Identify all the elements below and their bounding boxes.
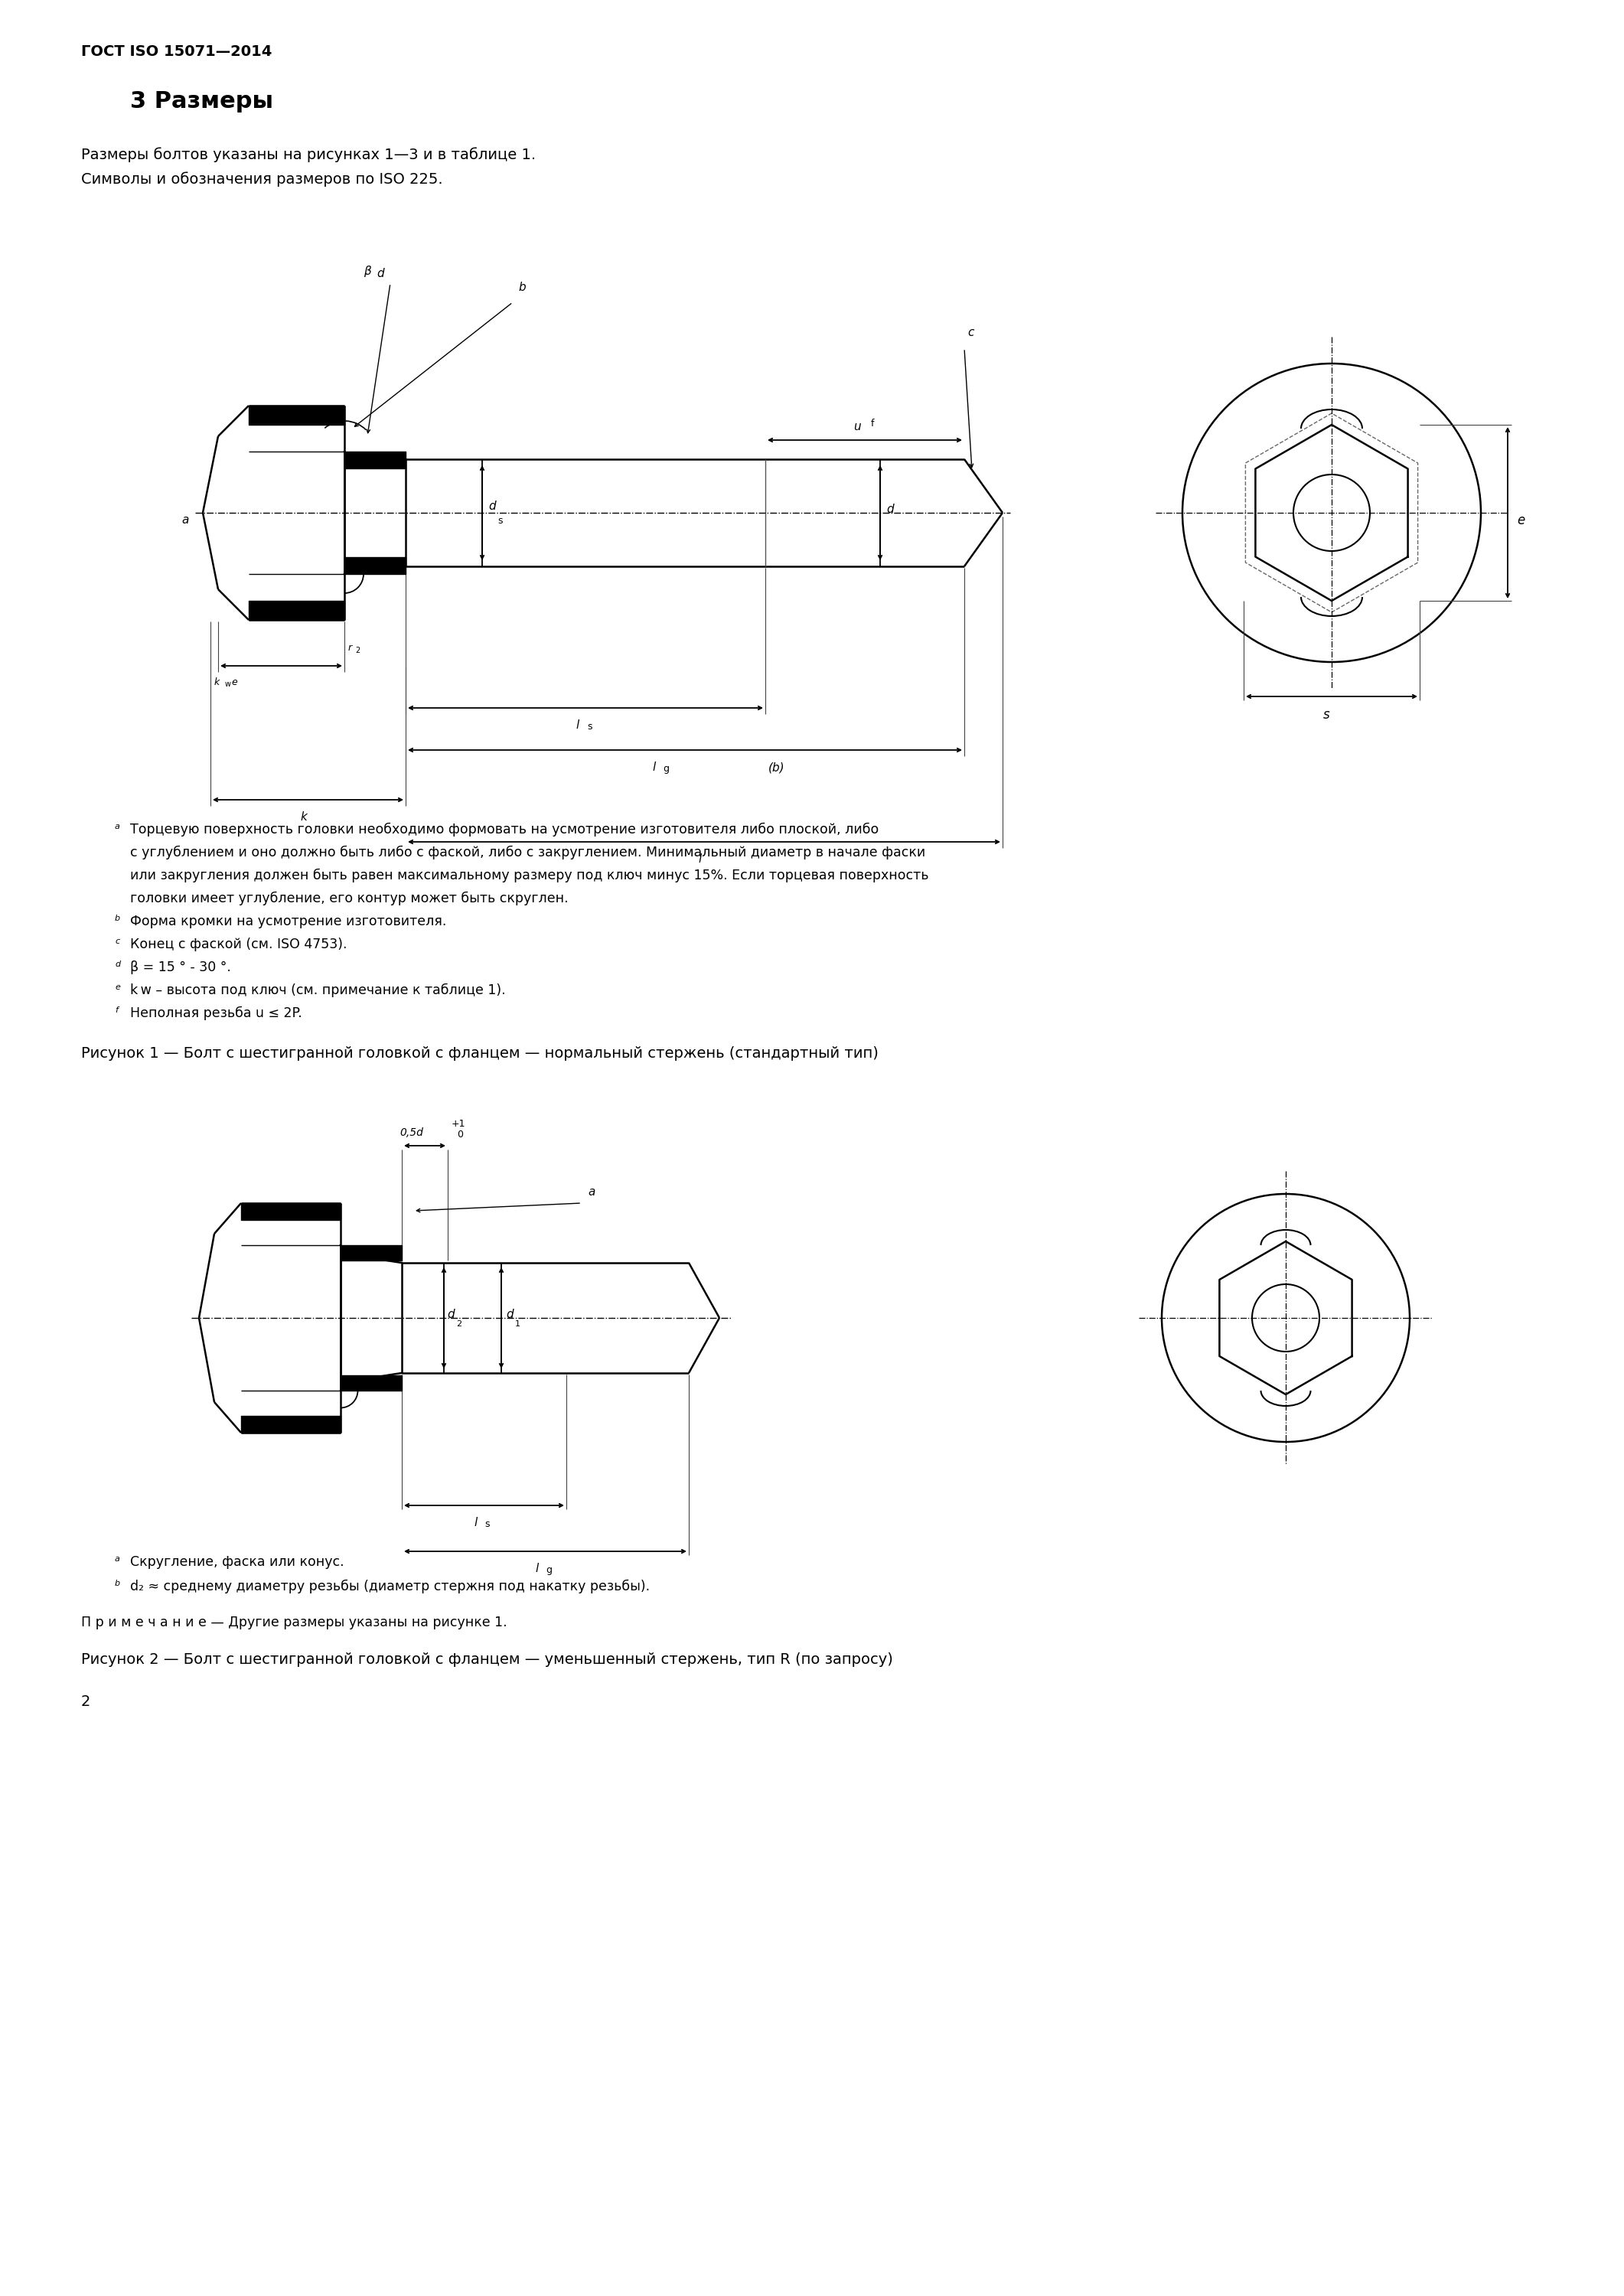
Text: ГОСТ ISO 15071—2014: ГОСТ ISO 15071—2014 bbox=[81, 44, 271, 60]
Text: s: s bbox=[497, 517, 502, 526]
Text: 0,5d: 0,5d bbox=[400, 1127, 424, 1139]
Text: Рисунок 2 — Болт с шестигранной головкой с фланцем — уменьшенный стержень, тип R: Рисунок 2 — Болт с шестигранной головкой… bbox=[81, 1653, 893, 1667]
Text: a: a bbox=[182, 514, 188, 526]
Text: f: f bbox=[870, 418, 874, 429]
Text: u: u bbox=[854, 420, 861, 432]
Text: f: f bbox=[115, 1006, 119, 1015]
Text: Размеры болтов указаны на рисунках 1—3 и в таблице 1.: Размеры болтов указаны на рисунках 1—3 и… bbox=[81, 147, 536, 163]
Text: 1: 1 bbox=[515, 1320, 520, 1327]
Text: П р и м е ч а н и е — Другие размеры указаны на рисунке 1.: П р и м е ч а н и е — Другие размеры ука… bbox=[81, 1616, 507, 1630]
Text: e: e bbox=[231, 677, 237, 687]
Text: d₂ ≈ среднему диаметру резьбы (диаметр стержня под накатку резьбы).: d₂ ≈ среднему диаметру резьбы (диаметр с… bbox=[130, 1580, 650, 1593]
Text: k: k bbox=[214, 677, 219, 687]
Text: s: s bbox=[486, 1520, 490, 1529]
Text: l: l bbox=[474, 1518, 477, 1529]
Text: d: d bbox=[115, 960, 120, 969]
Text: 2: 2 bbox=[356, 647, 361, 654]
Text: β: β bbox=[364, 266, 370, 278]
Text: 0: 0 bbox=[451, 1130, 464, 1139]
Text: s: s bbox=[588, 721, 593, 732]
Text: l: l bbox=[653, 762, 656, 774]
Text: b: b bbox=[115, 914, 120, 923]
Text: 3 Размеры: 3 Размеры bbox=[130, 90, 273, 113]
Text: Форма кромки на усмотрение изготовителя.: Форма кромки на усмотрение изготовителя. bbox=[130, 914, 447, 928]
Text: g: g bbox=[546, 1566, 552, 1575]
Text: s: s bbox=[1324, 707, 1330, 721]
Text: a: a bbox=[115, 822, 120, 831]
Text: β = 15 ° - 30 °.: β = 15 ° - 30 °. bbox=[130, 960, 231, 974]
Text: Конец с фаской (см. ISO 4753).: Конец с фаской (см. ISO 4753). bbox=[130, 937, 348, 951]
Text: w: w bbox=[226, 680, 231, 689]
Text: c: c bbox=[115, 937, 120, 946]
Text: 2: 2 bbox=[456, 1320, 461, 1327]
Text: d: d bbox=[447, 1309, 455, 1320]
Text: e: e bbox=[115, 983, 120, 992]
Text: d: d bbox=[377, 269, 383, 280]
Text: d: d bbox=[489, 501, 495, 512]
Text: r: r bbox=[348, 643, 352, 652]
Text: k: k bbox=[300, 810, 307, 822]
Text: a: a bbox=[115, 1554, 120, 1564]
Text: l: l bbox=[698, 854, 702, 866]
Text: или закругления должен быть равен максимальному размеру под ключ минус 15%. Если: или закругления должен быть равен максим… bbox=[130, 868, 929, 882]
Text: l: l bbox=[536, 1564, 539, 1575]
Text: g: g bbox=[663, 765, 669, 774]
Text: a: a bbox=[588, 1187, 594, 1199]
Text: головки имеет углубление, его контур может быть скруглен.: головки имеет углубление, его контур мож… bbox=[130, 891, 568, 905]
Text: Торцевую поверхность головки необходимо формовать на усмотрение изготовителя либ: Торцевую поверхность головки необходимо … bbox=[130, 822, 879, 836]
Text: с углублением и оно должно быть либо с фаской, либо с закруглением. Минимальный : с углублением и оно должно быть либо с ф… bbox=[130, 845, 926, 859]
Text: Скругление, фаска или конус.: Скругление, фаска или конус. bbox=[130, 1554, 344, 1568]
Text: Символы и обозначения размеров по ISO 225.: Символы и обозначения размеров по ISO 22… bbox=[81, 172, 443, 186]
Text: b: b bbox=[518, 282, 526, 294]
Text: d: d bbox=[887, 503, 893, 514]
Text: Рисунок 1 — Болт с шестигранной головкой с фланцем — нормальный стержень (станда: Рисунок 1 — Болт с шестигранной головкой… bbox=[81, 1047, 879, 1061]
Text: b: b bbox=[115, 1580, 120, 1587]
Text: +1: +1 bbox=[451, 1118, 466, 1130]
Text: l: l bbox=[577, 719, 580, 730]
Text: k w – высота под ключ (см. примечание к таблице 1).: k w – высота под ключ (см. примечание к … bbox=[130, 983, 505, 996]
Text: c: c bbox=[968, 326, 974, 338]
Text: (b): (b) bbox=[768, 762, 784, 774]
Text: Неполная резьба u ≤ 2P.: Неполная резьба u ≤ 2P. bbox=[130, 1006, 302, 1019]
Text: d: d bbox=[505, 1309, 513, 1320]
Text: 2: 2 bbox=[81, 1694, 91, 1708]
Text: e: e bbox=[1517, 514, 1525, 528]
